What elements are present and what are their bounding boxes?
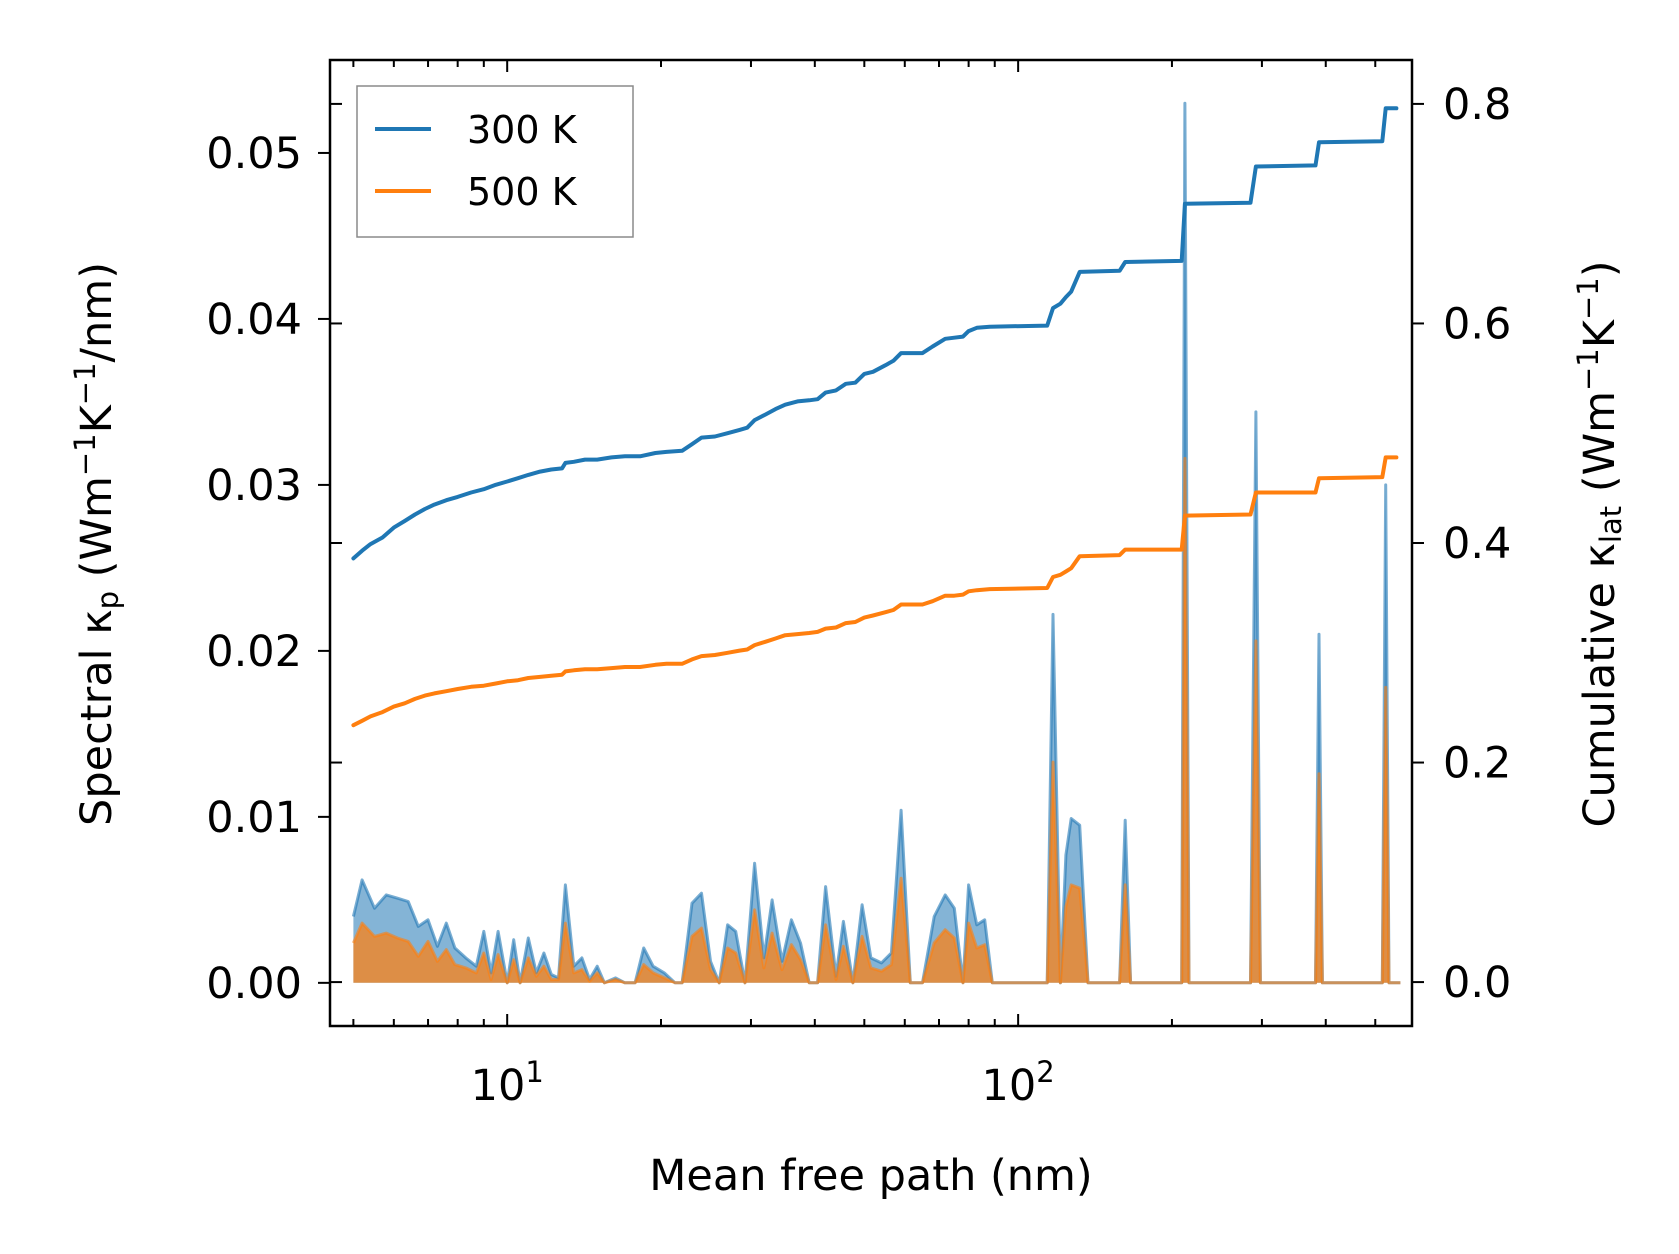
cumulative-layer xyxy=(351,106,1399,728)
y-left-tick-label: 0.04 xyxy=(206,295,302,345)
x-tick-label: 102 xyxy=(982,1055,1055,1111)
x-axis-label: Mean free path (nm) xyxy=(649,1151,1092,1201)
legend-label-300k: 300 K xyxy=(467,108,578,152)
y-right-tick-label: 0.0 xyxy=(1443,958,1511,1008)
x-tick-label: 101 xyxy=(471,1055,544,1111)
y-axis-left-label: Spectral κp (Wm−1K−1/nm) xyxy=(68,262,125,826)
legend-box xyxy=(356,85,634,238)
spectral-line-500k xyxy=(352,456,1401,985)
y-left-tick-label: 0.03 xyxy=(206,461,302,511)
ticks-layer: 101 102 0.00 0.01 0.02 0.03 0.04 0.05 0.0 0.2 0.4 0… xyxy=(206,60,1511,1111)
spectral-layer xyxy=(351,101,1401,985)
cumulative-line-300k xyxy=(351,106,1399,561)
y-right-tick-label: 0.2 xyxy=(1443,739,1511,789)
y-left-tick-label: 0.02 xyxy=(206,627,302,677)
y-right-tick-label: 0.6 xyxy=(1443,299,1511,349)
y-left-tick-label: 0.00 xyxy=(206,959,302,1009)
legend-label-500k: 500 K xyxy=(467,170,578,214)
legend: 300 K 500 K xyxy=(356,85,634,238)
y-right-tick-label: 0.8 xyxy=(1443,80,1511,130)
cumulative-line-500k xyxy=(351,455,1399,728)
y-left-tick-label: 0.01 xyxy=(206,793,302,843)
y-axis-right-label: Cumulative κlat (Wm−1K−1) xyxy=(1571,261,1628,828)
y-left-tick-label: 0.05 xyxy=(206,129,302,179)
y-right-tick-label: 0.4 xyxy=(1443,519,1511,569)
